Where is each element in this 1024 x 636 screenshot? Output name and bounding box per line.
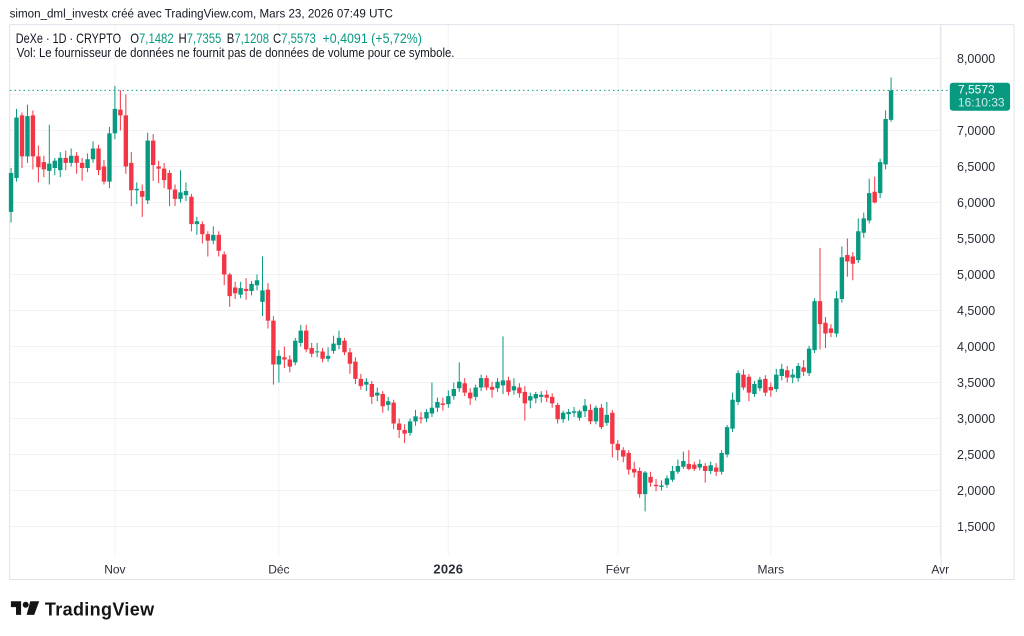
svg-text:6,0000: 6,0000 <box>957 196 995 210</box>
svg-text:+0,4091 (+5,72%): +0,4091 (+5,72%) <box>323 30 422 46</box>
svg-text:Mars: Mars <box>757 562 784 576</box>
svg-text:Nov: Nov <box>104 562 125 576</box>
svg-text:Avr: Avr <box>931 562 949 576</box>
svg-text:H7,7355: H7,7355 <box>179 31 222 46</box>
svg-text:4,0000: 4,0000 <box>957 340 995 354</box>
svg-text:6,5000: 6,5000 <box>957 160 995 174</box>
svg-text:Déc: Déc <box>268 562 289 576</box>
svg-text:2,5000: 2,5000 <box>957 448 995 462</box>
svg-text:Vol: Le fournisseur de données: Vol: Le fournisseur de données ne fourni… <box>17 46 455 61</box>
svg-text:7,0000: 7,0000 <box>957 124 995 138</box>
svg-text:3,5000: 3,5000 <box>957 376 995 390</box>
svg-text:8,0000: 8,0000 <box>957 52 995 66</box>
svg-text:2026: 2026 <box>433 561 463 576</box>
svg-text:Févr: Févr <box>606 562 630 576</box>
svg-text:O7,1482: O7,1482 <box>130 31 174 46</box>
svg-text:16:10:33: 16:10:33 <box>958 95 1005 109</box>
svg-text:5,0000: 5,0000 <box>957 268 995 282</box>
svg-text:4,5000: 4,5000 <box>957 304 995 318</box>
svg-text:5,5000: 5,5000 <box>957 232 995 246</box>
svg-text:7,5573: 7,5573 <box>958 83 995 97</box>
svg-text:3,0000: 3,0000 <box>957 412 995 426</box>
svg-text:DeXe · 1D · CRYPTO: DeXe · 1D · CRYPTO <box>16 31 121 46</box>
svg-text:B7,1208: B7,1208 <box>227 31 269 46</box>
svg-text:simon_dml_investx créé avec Tr: simon_dml_investx créé avec TradingView.… <box>10 6 394 20</box>
svg-text:1,5000: 1,5000 <box>957 520 995 534</box>
svg-text:TradingView: TradingView <box>45 599 155 619</box>
svg-text:C7,5573: C7,5573 <box>273 31 316 46</box>
svg-text:2,0000: 2,0000 <box>957 484 995 498</box>
